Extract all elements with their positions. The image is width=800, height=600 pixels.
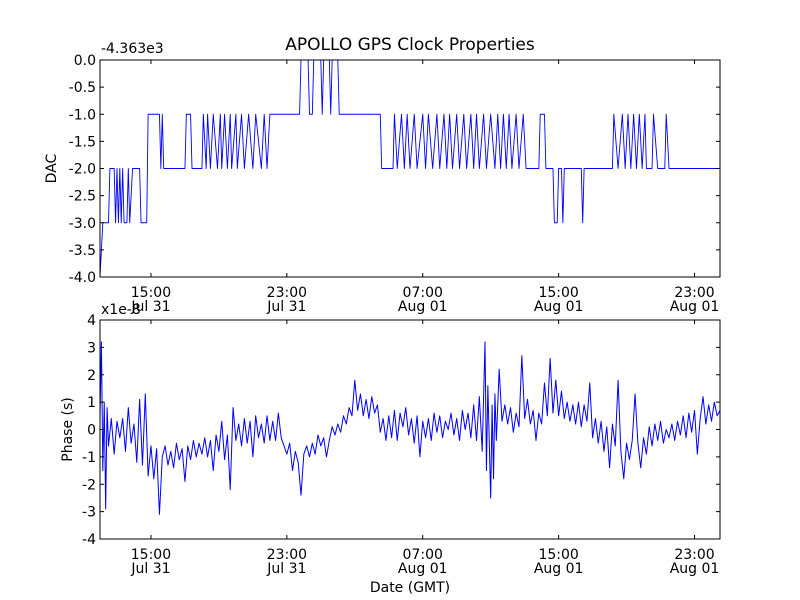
y-tick-label-0-5: -1.5 <box>69 134 96 150</box>
x-tick-time-1-3: 15:00 <box>538 547 578 563</box>
y-tick-label-1-6: 2 <box>87 368 96 384</box>
y-tick-label-0-1: -3.5 <box>69 243 96 259</box>
y-tick-label-1-1: -3 <box>82 505 96 521</box>
x-tick-time-0-0: 15:00 <box>131 285 171 301</box>
series-line-1-0 <box>99 341 721 515</box>
x-tick-date-1-0: Jul 31 <box>130 561 170 577</box>
y-tick-label-1-2: -2 <box>82 477 96 493</box>
x-tick-date-1-2: Aug 01 <box>398 561 448 577</box>
x-tick-date-1-3: Aug 01 <box>534 561 584 577</box>
x-tick-date-1-4: Aug 01 <box>670 561 720 577</box>
x-tick-time-1-2: 07:00 <box>403 547 443 563</box>
offset-text-0: -4.363e3 <box>101 41 164 57</box>
series-line-0-0 <box>99 59 720 278</box>
x-tick-date-0-1: Jul 31 <box>266 299 306 315</box>
y-tick-label-0-2: -3.0 <box>69 216 96 232</box>
x-tick-time-0-4: 23:00 <box>674 285 714 301</box>
x-tick-time-0-3: 15:00 <box>538 285 578 301</box>
panels: -4.0 -3.5 -3.0 -2.5 -2.0 -1.5 -1.0 -0.5 0.0 15:00… <box>44 41 721 577</box>
x-tick-time-1-1: 23:00 <box>267 547 307 563</box>
x-tick-date-0-4: Aug 01 <box>670 299 720 315</box>
y-tick-label-1-7: 3 <box>87 340 96 356</box>
y-tick-label-1-0: -4 <box>82 532 96 548</box>
chart-panel-0: -4.0 -3.5 -3.0 -2.5 -2.0 -1.5 -1.0 -0.5 0.0 15:00… <box>44 41 721 315</box>
x-axis-label: Date (GMT) <box>370 580 450 596</box>
x-tick-date-0-3: Aug 01 <box>534 299 584 315</box>
y-axis-label-1: Phase (s) <box>60 397 76 461</box>
y-axis-label-0: DAC <box>44 153 60 183</box>
x-tick-time-1-4: 23:00 <box>674 547 714 563</box>
offset-text-1: x1e-8 <box>101 302 141 318</box>
x-tick-time-0-2: 07:00 <box>403 285 443 301</box>
y-tick-label-1-3: -1 <box>82 450 96 466</box>
x-tick-date-1-1: Jul 31 <box>266 561 306 577</box>
y-tick-label-0-8: 0.0 <box>74 53 96 69</box>
y-tick-label-0-7: -0.5 <box>69 80 96 96</box>
y-tick-label-0-6: -1.0 <box>69 107 96 123</box>
y-tick-label-1-4: 0 <box>87 423 96 439</box>
y-tick-label-0-4: -2.0 <box>69 162 96 178</box>
y-tick-label-1-8: 4 <box>87 313 96 329</box>
y-tick-label-1-5: 1 <box>87 395 96 411</box>
x-tick-date-0-2: Aug 01 <box>398 299 448 315</box>
y-tick-label-0-0: -4.0 <box>69 270 96 286</box>
figure-title: APOLLO GPS Clock Properties <box>285 35 535 55</box>
x-tick-time-1-0: 15:00 <box>131 547 171 563</box>
y-tick-label-0-3: -2.5 <box>69 189 96 205</box>
x-tick-date-0-0: Jul 31 <box>130 299 170 315</box>
x-tick-time-0-1: 23:00 <box>267 285 307 301</box>
